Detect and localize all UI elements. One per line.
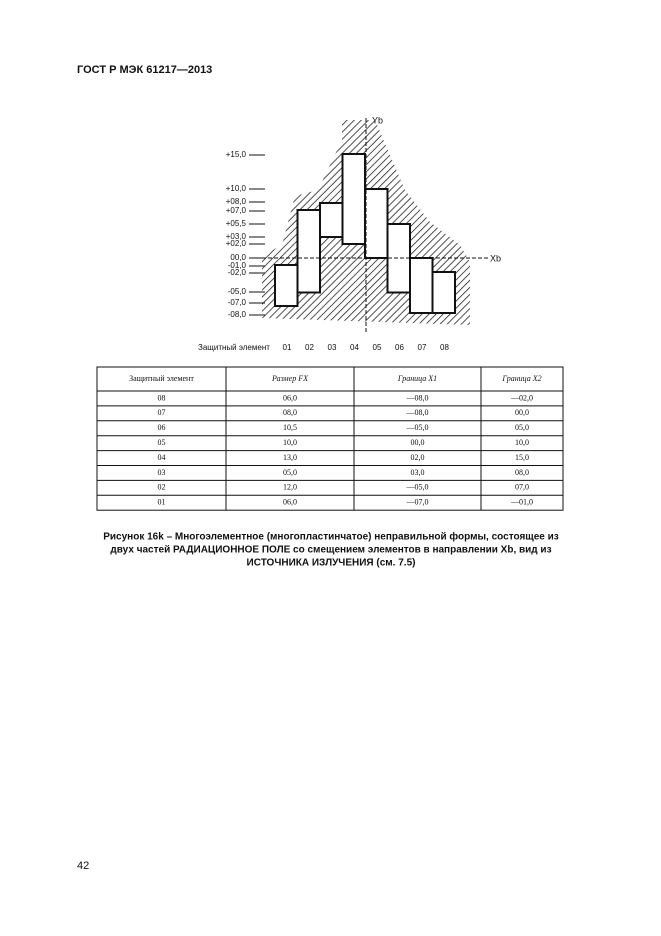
caption-line: ИСТОЧНИКА ИЗЛУЧЕНИЯ (см. 7.5)	[247, 558, 416, 569]
table-cell: 08,0	[515, 468, 529, 477]
y-label: -02,0	[228, 268, 247, 277]
y-label: -07,0	[228, 298, 247, 307]
x-label: 08	[440, 343, 449, 352]
table-header: Граница X1	[397, 374, 437, 383]
y-label: +07,0	[226, 206, 247, 215]
x-row-label: Защитный элемент	[198, 343, 270, 352]
x-label: 07	[418, 343, 427, 352]
table-cell: 08	[158, 393, 166, 402]
y-label: -08,0	[228, 310, 247, 319]
y-label: -05,0	[228, 287, 247, 296]
x-label: 04	[350, 343, 359, 352]
table-cell: 08,0	[283, 408, 297, 417]
leaf	[364, 188, 389, 259]
table-header: Граница X2	[501, 374, 541, 383]
table-cell: 10,0	[283, 438, 297, 447]
table-cell: 03	[158, 468, 166, 477]
x-label: 03	[328, 343, 337, 352]
x-axis-label: Xb	[490, 253, 501, 263]
x-label: 05	[373, 343, 382, 352]
table-header: Размер FX	[271, 374, 309, 383]
y-label: +15,0	[226, 150, 247, 159]
x-label: 01	[283, 343, 292, 352]
table-cell: 05	[158, 438, 166, 447]
y-label: +08,0	[226, 197, 247, 206]
table-cell: 10,5	[283, 423, 297, 432]
table-cell: —07,0	[406, 498, 429, 507]
y-label: +10,0	[226, 184, 247, 193]
table-cell: 01	[158, 498, 166, 507]
table-cell: 05,0	[515, 423, 529, 432]
leaf	[409, 257, 434, 314]
table-cell: 00,0	[411, 438, 425, 447]
table-cell: 13,0	[283, 453, 297, 462]
y-label: +03,0	[226, 232, 247, 241]
table-cell: —08,0	[406, 408, 429, 417]
table-cell: 02,0	[411, 453, 425, 462]
leaf	[296, 209, 321, 294]
table: Защитный элемент Размер FX Граница X1 Грани…	[96, 366, 564, 511]
y-label: +05,5	[226, 219, 247, 228]
table-cell: 07,0	[515, 483, 529, 492]
table-cell: 02	[158, 483, 166, 492]
table-header: Защитный элемент	[129, 374, 194, 383]
table-cell: —05,0	[406, 423, 429, 432]
table-cell: 00,0	[515, 408, 529, 417]
table-cell: 10,0	[515, 438, 529, 447]
leaf	[341, 153, 366, 245]
caption-line: Рисунок 16k – Многоэлементное (многоплас…	[103, 531, 559, 543]
x-label: 06	[395, 343, 404, 352]
x-label: 02	[305, 343, 314, 352]
header-title: ГОСТ Р МЭК 61217—2013	[77, 64, 212, 76]
table-cell: —05,0	[406, 483, 429, 492]
table-cell: 12,0	[283, 483, 297, 492]
table-cell: 04	[158, 453, 166, 462]
caption-line: двух частей РАДИАЦИОННОЕ ПОЛЕ со смещени…	[110, 545, 551, 556]
table-cell: 06,0	[283, 498, 297, 507]
table-cell: 05,0	[283, 468, 297, 477]
y-axis-label: Yb	[372, 115, 383, 125]
leaf	[431, 271, 456, 314]
table-border	[96, 366, 564, 511]
table-cell: 06	[158, 423, 166, 432]
table-cell: 15,0	[515, 453, 529, 462]
table-cell: —02,0	[510, 393, 533, 402]
y-label: 00,0	[230, 253, 246, 262]
table-cell: 07	[158, 408, 166, 417]
page-number: 42	[77, 860, 89, 872]
leaf	[319, 202, 344, 238]
y-label: +02,0	[226, 239, 247, 248]
leaf	[274, 264, 299, 307]
table-cell: 06,0	[283, 393, 297, 402]
table-cell: 03,0	[411, 468, 425, 477]
y-label: -01,0	[228, 261, 247, 270]
table-cell: —01,0	[510, 498, 533, 507]
table-cell: —08,0	[406, 393, 429, 402]
diagram: Yb Xb +15,0 +10,0 +08,0+07,0 +05,5 +03,0+02,…	[198, 115, 501, 352]
